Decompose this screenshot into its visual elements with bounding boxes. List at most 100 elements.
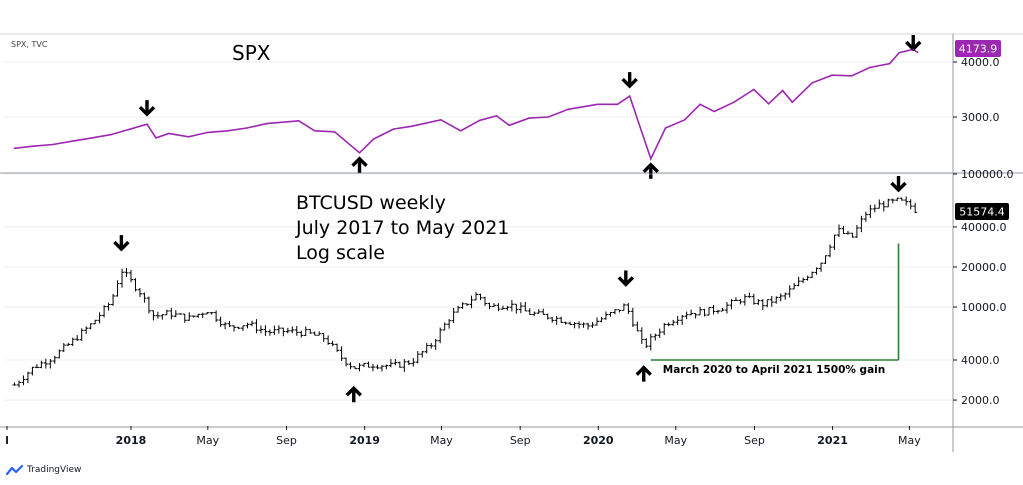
btc-weekly-bar <box>908 199 913 210</box>
btc-weekly-bar <box>312 331 317 336</box>
btc-weekly-bar <box>397 361 402 368</box>
spx-symbol-label: SPX, TVC <box>11 40 48 49</box>
spx-point <box>265 122 268 125</box>
spx-point <box>868 66 871 69</box>
btc-weekly-bar <box>124 268 129 278</box>
btc-weekly-bar <box>814 267 819 275</box>
spx-point <box>850 74 853 77</box>
btc-weekly-bar <box>447 319 452 329</box>
spx-point <box>358 151 361 154</box>
spx-point <box>313 129 316 132</box>
btc-weekly-bar <box>747 292 752 298</box>
btc-weekly-bar <box>102 305 107 318</box>
btc-weekly-bar <box>339 346 344 361</box>
btc-weekly-bar <box>451 307 456 323</box>
btc-weekly-bar <box>841 225 846 235</box>
btc-weekly-bar <box>733 297 738 302</box>
spx-point <box>831 74 833 76</box>
btc-weekly-bar <box>335 343 340 352</box>
btc-weekly-bar <box>702 308 707 317</box>
btc-weekly-bar <box>895 197 900 202</box>
spx-pane[interactable]: SPX, TVC SPX 3000.0 4000.0 4173.9 <box>4 35 1001 179</box>
btc-weekly-bar <box>805 275 810 281</box>
btc-weekly-bar <box>357 363 362 372</box>
btc-weekly-bar <box>294 325 299 336</box>
btc-weekly-bar <box>769 295 774 307</box>
btc-weekly-bar <box>52 355 57 364</box>
btc-gain-label: March 2020 to April 2021 1500% gain <box>663 364 885 376</box>
btc-weekly-bar <box>137 287 142 298</box>
btc-annotation-line-3: Log scale <box>296 242 385 264</box>
spx-point <box>628 95 631 97</box>
btc-weekly-bar <box>595 317 600 326</box>
btc-weekly-bar <box>326 335 331 345</box>
spx-point <box>52 143 54 146</box>
btc-weekly-bar <box>70 337 75 347</box>
btc-weekly-bar <box>308 328 313 334</box>
btc-weekly-bar <box>173 310 178 318</box>
spx-gridlines <box>4 61 953 118</box>
btc-weekly-bar <box>653 333 658 341</box>
btc-weekly-bar <box>514 303 519 314</box>
btc-pane[interactable]: BTCUSD weekly July 2017 to May 2021 Log … <box>4 168 1014 407</box>
btc-weekly-bar <box>810 271 815 279</box>
btc-weekly-bar <box>612 309 617 315</box>
btc-y-tick-label: 100000.0 <box>961 168 1014 181</box>
btc-weekly-bar <box>115 280 120 297</box>
btc-weekly-bar <box>84 326 89 334</box>
btc-weekly-bar <box>572 322 577 329</box>
spx-last-value: 4173.9 <box>959 43 998 56</box>
btc-down-arrow-icon <box>890 176 907 193</box>
btc-weekly-bar <box>474 292 479 301</box>
btc-weekly-bar <box>111 293 116 306</box>
tradingview-branding[interactable]: TradingView <box>6 465 81 475</box>
btc-weekly-bar <box>792 282 797 290</box>
btc-y-tick-label: 40000.0 <box>961 221 1007 234</box>
spx-down-arrow-icon <box>138 100 156 117</box>
btc-weekly-bar <box>384 364 389 370</box>
btc-weekly-bar <box>182 313 187 323</box>
btc-weekly-bar <box>751 293 756 305</box>
btc-weekly-bar <box>442 322 447 331</box>
spx-point <box>110 133 112 136</box>
spx-point <box>495 115 498 117</box>
btc-weekly-bar <box>500 305 505 310</box>
btc-weekly-bar <box>353 366 358 370</box>
spx-arrows <box>138 35 922 179</box>
spx-point <box>811 82 813 84</box>
btc-y-axis[interactable]: 2000.0 4000.0 10000.0 20000.0 40000.0 100000.… <box>953 168 1014 407</box>
tradingview-logo-icon <box>6 465 24 475</box>
x-tick-label: Sep <box>276 434 297 447</box>
btc-annotation-line-2: July 2017 to May 2021 <box>295 217 509 239</box>
btc-weekly-bar <box>563 321 568 325</box>
btc-weekly-bar <box>232 325 237 332</box>
x-axis[interactable]: l 2018 May Sep 2019 May Sep 2020 May Sep 2021 May <box>5 426 921 447</box>
spx-point <box>207 131 209 134</box>
btc-weekly-bar <box>845 230 850 235</box>
spx-point <box>226 129 229 132</box>
btc-weekly-bar <box>16 380 21 388</box>
btc-weekly-bar <box>630 307 635 327</box>
btc-weekly-bar <box>599 316 604 323</box>
x-tick-label: 2021 <box>817 434 848 447</box>
btc-weekly-bar <box>93 319 98 325</box>
btc-weekly-bar <box>155 311 160 319</box>
btc-weekly-bar <box>200 312 205 319</box>
btc-weekly-bar <box>420 351 425 358</box>
btc-weekly-bar <box>460 302 465 309</box>
btc-weekly-bar <box>644 338 649 348</box>
btc-weekly-bar <box>245 322 250 329</box>
x-tick-label: 2019 <box>349 434 380 447</box>
spx-y-axis[interactable]: 3000.0 4000.0 <box>953 56 1000 124</box>
btc-weekly-bar <box>742 294 747 306</box>
spx-point <box>753 88 755 91</box>
btc-weekly-bar <box>890 198 895 204</box>
btc-weekly-bar <box>433 338 438 350</box>
btc-weekly-bar <box>509 299 514 312</box>
spx-point <box>297 120 300 122</box>
spx-point <box>440 118 442 121</box>
btc-weekly-bar <box>819 262 824 272</box>
btc-weekly-bar <box>254 319 259 334</box>
spx-point <box>916 51 919 54</box>
spx-point <box>508 124 511 127</box>
